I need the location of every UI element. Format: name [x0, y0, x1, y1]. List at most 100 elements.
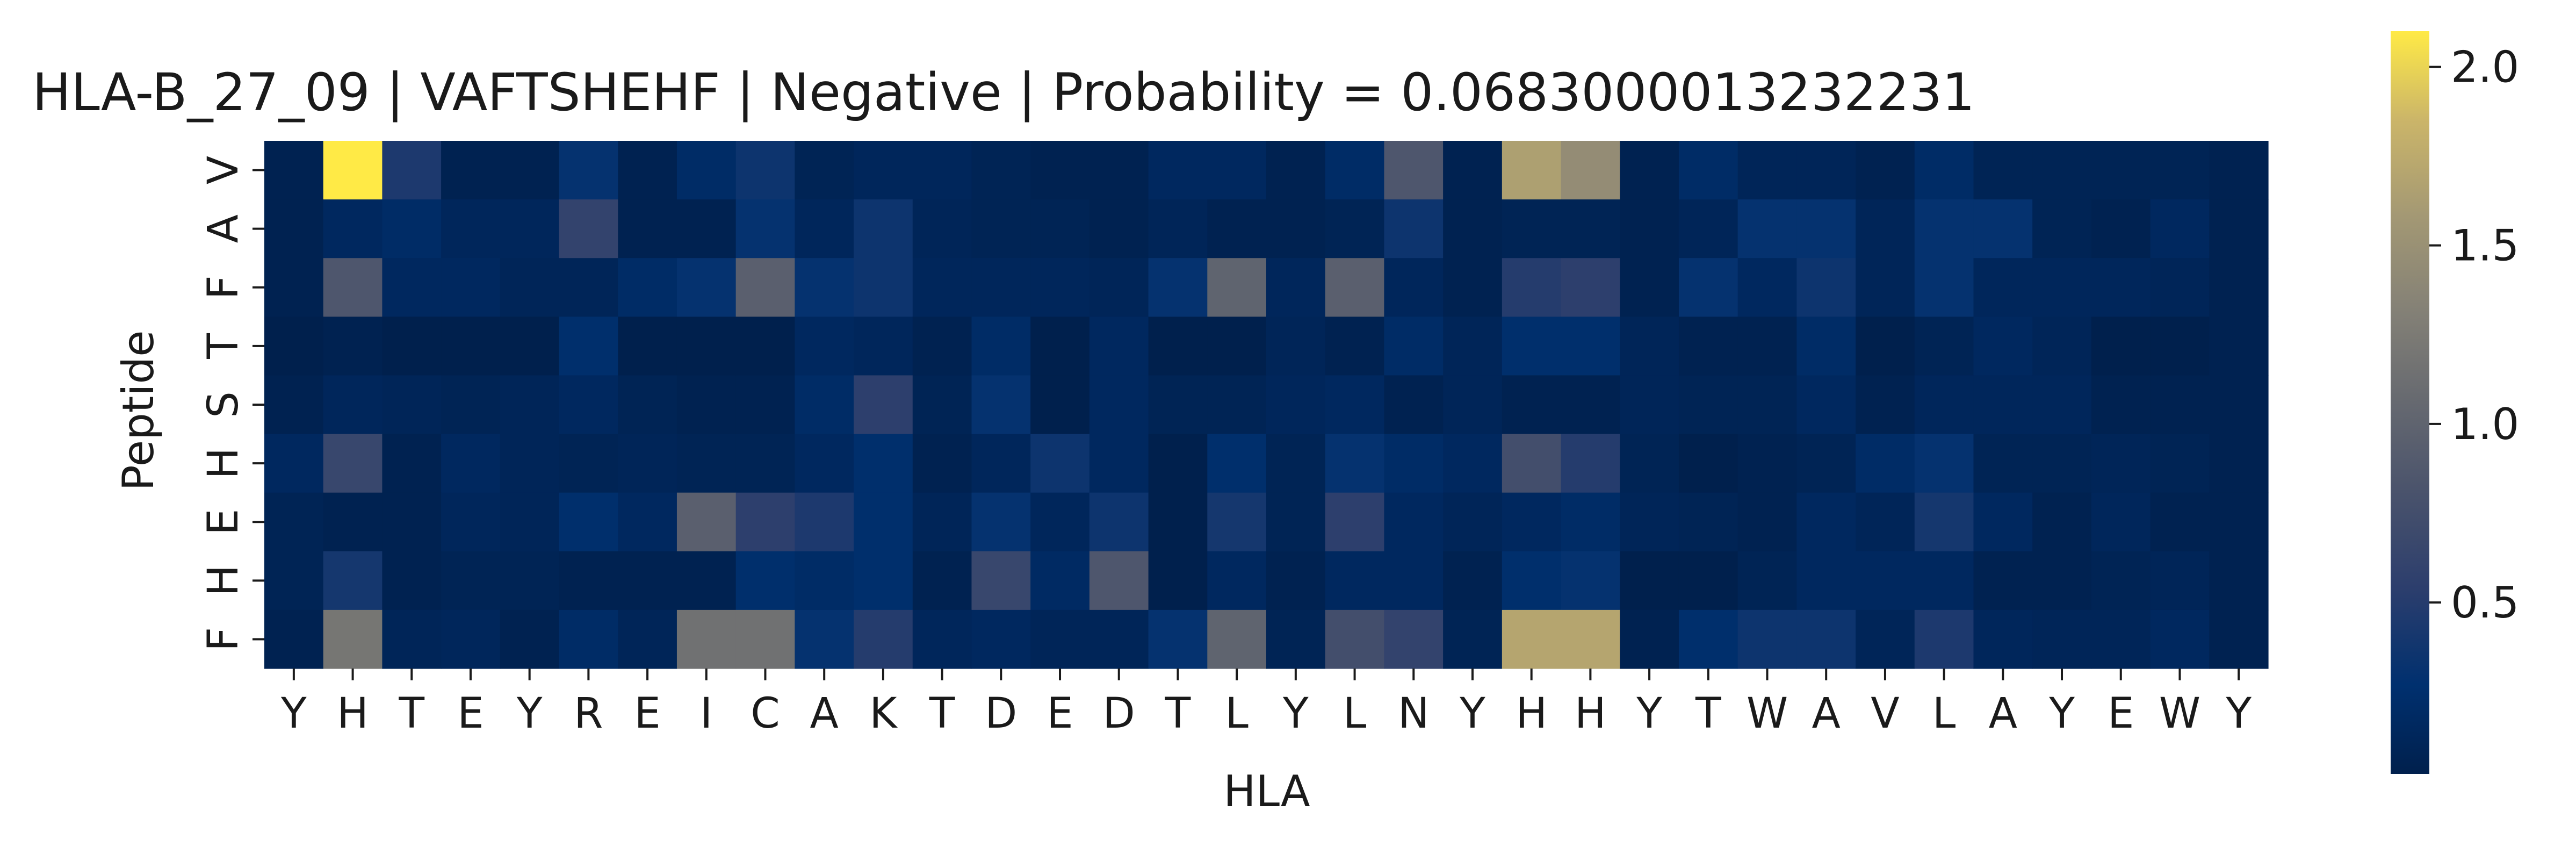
heatmap-cell [559, 375, 618, 435]
heatmap-cell [1325, 141, 1385, 200]
x-tick-label: L [1932, 689, 1956, 738]
heatmap-cell [2091, 141, 2151, 200]
heatmap-cell [1384, 434, 1444, 493]
heatmap-cell [912, 609, 972, 669]
heatmap-cell [1089, 199, 1149, 258]
heatmap-cell [1030, 434, 1090, 493]
heatmap-cell [795, 375, 854, 435]
heatmap-cell [1856, 141, 1915, 200]
heatmap-cell [1030, 317, 1090, 376]
heatmap-cell [441, 199, 501, 258]
heatmap-cell [1443, 141, 1503, 200]
x-tick-label: Y [1459, 689, 1485, 738]
x-tick-label: T [398, 689, 424, 738]
heatmap-cell [500, 551, 560, 610]
heatmap-cell [1678, 258, 1738, 317]
heatmap-cell [1973, 317, 2033, 376]
heatmap-cell [854, 317, 913, 376]
heatmap-cell [1561, 317, 1620, 376]
heatmap-cell [676, 141, 737, 200]
heatmap-cell [2032, 551, 2092, 610]
heatmap-cell [2091, 199, 2151, 258]
heatmap-cell [1678, 434, 1738, 493]
heatmap-cell [1089, 141, 1149, 200]
heatmap-cell [618, 375, 677, 435]
x-tick-label: I [700, 689, 712, 738]
x-axis-label: HLA [1223, 766, 1310, 816]
heatmap-cell [323, 141, 383, 200]
heatmap-cell [1148, 141, 1208, 200]
x-tick-label: A [810, 689, 839, 738]
heatmap-cell [2091, 492, 2151, 552]
heatmap-cell [1620, 434, 1679, 493]
heatmap-cell [500, 434, 560, 493]
heatmap-cell [795, 199, 854, 258]
x-tick-label: Y [1636, 689, 1662, 738]
heatmap-cell [1737, 141, 1797, 200]
heatmap-cell [1384, 258, 1444, 317]
heatmap-cell [500, 317, 560, 376]
heatmap-cell [1325, 551, 1385, 610]
heatmap-cell [2032, 258, 2092, 317]
heatmap-cell [2209, 609, 2269, 669]
heatmap-cell [735, 317, 795, 376]
y-tick-label: H [199, 565, 248, 597]
x-tick-label: V [1871, 689, 1899, 738]
heatmap-cell [735, 434, 795, 493]
heatmap-cell [1384, 199, 1444, 258]
heatmap-cell [735, 141, 795, 200]
heatmap-cell [1325, 258, 1385, 317]
colorbar-tick-label: 1.0 [2451, 399, 2519, 449]
heatmap-cell [559, 434, 618, 493]
heatmap-cell [441, 551, 501, 610]
heatmap-cell [1207, 258, 1267, 317]
heatmap-cell [1207, 141, 1267, 200]
heatmap-cell [2150, 375, 2210, 435]
heatmap-cell [1856, 551, 1915, 610]
heatmap-cell [1207, 375, 1267, 435]
heatmap-cell [264, 317, 324, 376]
heatmap-cell [2091, 609, 2151, 669]
heatmap-cell [1620, 609, 1679, 669]
heatmap-cell [2032, 199, 2092, 258]
heatmap-cell [1914, 258, 1974, 317]
heatmap-cell [323, 317, 383, 376]
heatmap-cell [441, 317, 501, 376]
heatmap-cell [559, 258, 618, 317]
heatmap-cell [971, 141, 1031, 200]
heatmap-cell [323, 199, 383, 258]
heatmap-cell [971, 375, 1031, 435]
heatmap-cell [1207, 609, 1267, 669]
y-tick-label: H [199, 448, 248, 479]
heatmap-cell [1737, 317, 1797, 376]
heatmap-cell [382, 609, 442, 669]
heatmap-cell [1796, 609, 1856, 669]
heatmap-cell [1384, 141, 1444, 200]
heatmap-cell [1148, 375, 1208, 435]
x-tick-label: T [929, 689, 955, 738]
heatmap-cell [1207, 317, 1267, 376]
heatmap-cell [1914, 199, 1974, 258]
heatmap-cell [1089, 434, 1149, 493]
heatmap-cell [912, 492, 972, 552]
heatmap-cell [264, 258, 324, 317]
heatmap-cell [618, 492, 677, 552]
heatmap-cell [323, 492, 383, 552]
x-tick-label: A [1989, 689, 2017, 738]
x-tick-label: T [1165, 689, 1191, 738]
heatmap-cell [1030, 258, 1090, 317]
heatmap-cell [1089, 492, 1149, 552]
heatmap-cell [500, 609, 560, 669]
heatmap-cell [1502, 141, 1562, 200]
heatmap-cell [1620, 492, 1679, 552]
y-tick-label: S [199, 391, 248, 418]
heatmap-cell [500, 199, 560, 258]
heatmap-cell [441, 609, 501, 669]
heatmap-cell [854, 551, 913, 610]
heatmap-cell [676, 258, 737, 317]
heatmap-cell [795, 434, 854, 493]
x-tick-label: H [1516, 689, 1547, 738]
heatmap-cell [323, 258, 383, 317]
heatmap-cell [1207, 199, 1267, 258]
